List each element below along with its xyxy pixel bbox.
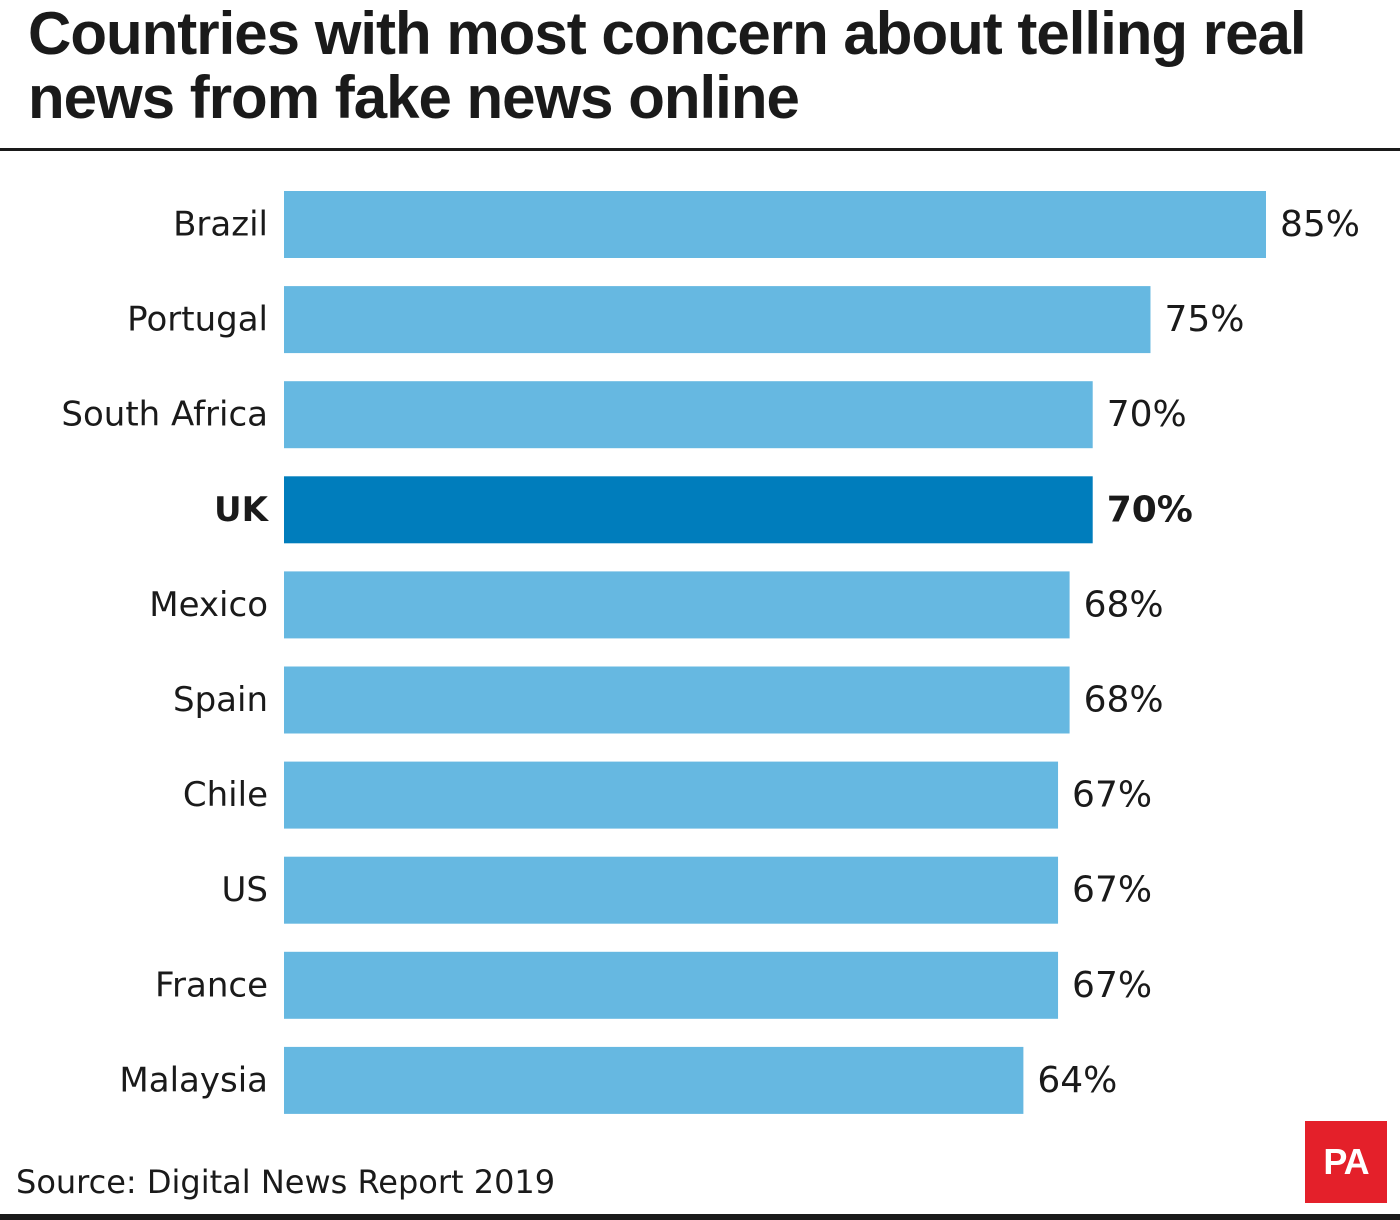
category-label-south-africa: South Africa <box>61 395 268 435</box>
bar-france <box>284 951 1059 1019</box>
category-label-brazil: Brazil <box>173 205 268 245</box>
bar-malaysia <box>284 1046 1024 1114</box>
bar-brazil <box>284 191 1266 258</box>
category-label-chile: Chile <box>183 775 268 815</box>
bar-mexico <box>284 571 1070 639</box>
source-note: Source: Digital News Report 2019 <box>16 1163 556 1201</box>
category-label-uk: UK <box>214 490 270 530</box>
pa-logo: PA <box>1305 1121 1387 1203</box>
bar-south-africa <box>284 381 1093 449</box>
value-label-chile: 67% <box>1072 775 1152 816</box>
value-label-portugal: 75% <box>1164 299 1244 340</box>
category-label-us: US <box>222 870 268 910</box>
category-label-mexico: Mexico <box>149 585 268 625</box>
bottom-divider <box>0 1214 1400 1220</box>
value-label-us: 67% <box>1072 870 1152 911</box>
value-label-uk: 70% <box>1107 489 1193 530</box>
bar-uk <box>284 476 1093 544</box>
category-label-portugal: Portugal <box>127 300 268 340</box>
value-label-brazil: 85% <box>1280 204 1360 245</box>
value-label-spain: 68% <box>1084 680 1164 721</box>
bar-chile <box>284 761 1059 829</box>
category-label-france: France <box>155 965 268 1005</box>
value-label-france: 67% <box>1072 965 1152 1006</box>
category-label-spain: Spain <box>173 680 268 720</box>
title-divider <box>0 148 1400 151</box>
value-label-malaysia: 64% <box>1037 1060 1117 1101</box>
chart-title: Countries with most concern about tellin… <box>28 0 1307 131</box>
category-label-malaysia: Malaysia <box>119 1060 268 1100</box>
bar-us <box>284 856 1059 924</box>
bar-spain <box>284 666 1070 734</box>
value-label-mexico: 68% <box>1084 584 1164 625</box>
bar-chart: Brazil 85% Portugal 75% South Africa 70% UK 70%… <box>61 191 1360 1114</box>
value-label-south-africa: 70% <box>1107 394 1187 435</box>
bar-portugal <box>284 286 1151 354</box>
